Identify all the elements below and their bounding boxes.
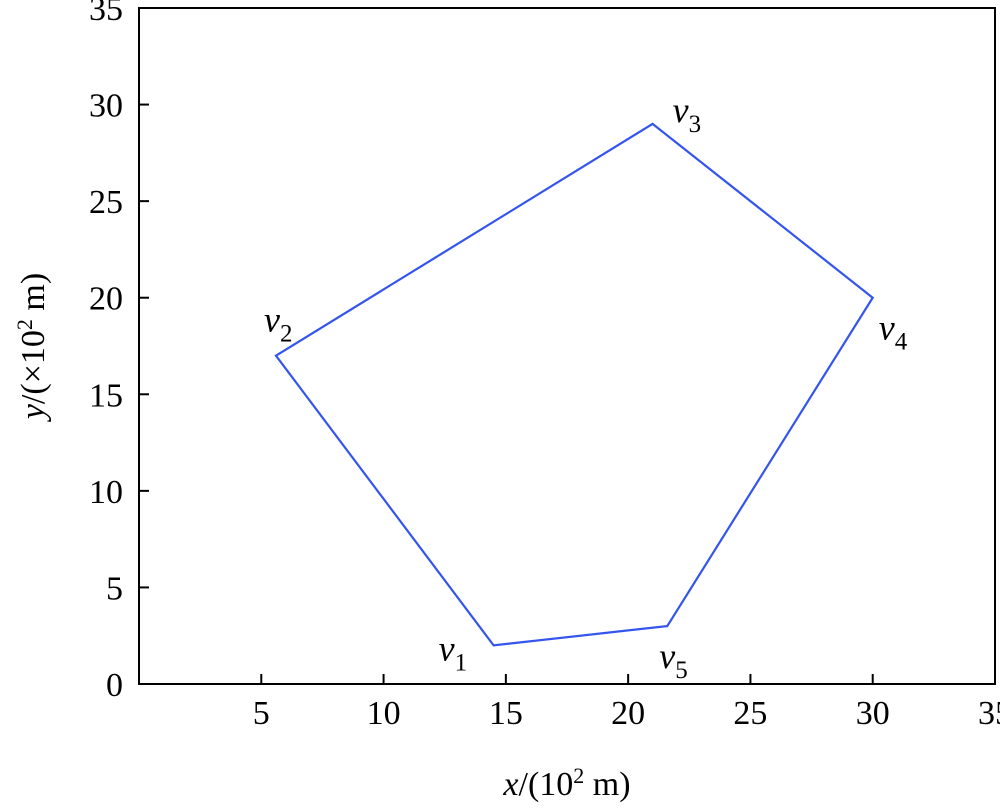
x-axis-title: x/(102 m) (502, 763, 630, 803)
vertex-label: v1 (439, 628, 467, 676)
vertex-labels: v1 v2 v3 v4 v5 (264, 90, 908, 684)
y-tick-label: 20 (89, 281, 123, 318)
x-tick-label: 20 (611, 695, 645, 732)
x-tick-label: 5 (253, 695, 270, 732)
y-tick-label: 5 (106, 570, 123, 607)
x-tick-label: 15 (489, 695, 523, 732)
vertex-label: v3 (673, 90, 701, 138)
y-tick-label: 15 (89, 377, 123, 414)
x-tick-label: 25 (733, 695, 767, 732)
x-tick-label: 35 (978, 695, 1000, 732)
vertex-label: v2 (264, 300, 292, 348)
x-axis-ticks: 5 10 15 20 25 30 35 (253, 674, 1000, 732)
polygon-path (274, 122, 875, 647)
vertex-label: v5 (659, 636, 687, 684)
y-axis-ticks: 0 5 10 15 20 25 30 35 (89, 0, 149, 704)
y-tick-label: 10 (89, 474, 123, 511)
x-tick-label: 10 (367, 695, 401, 732)
x-tick-label: 30 (856, 695, 890, 732)
plot-frame (138, 7, 996, 685)
y-axis-title: y/(×102 m) (12, 273, 52, 422)
vertex-label: v4 (879, 308, 908, 356)
y-tick-label: 25 (89, 184, 123, 221)
y-tick-label: 0 (106, 667, 123, 704)
y-tick-label: 30 (89, 88, 123, 125)
y-tick-label: 35 (89, 0, 123, 28)
